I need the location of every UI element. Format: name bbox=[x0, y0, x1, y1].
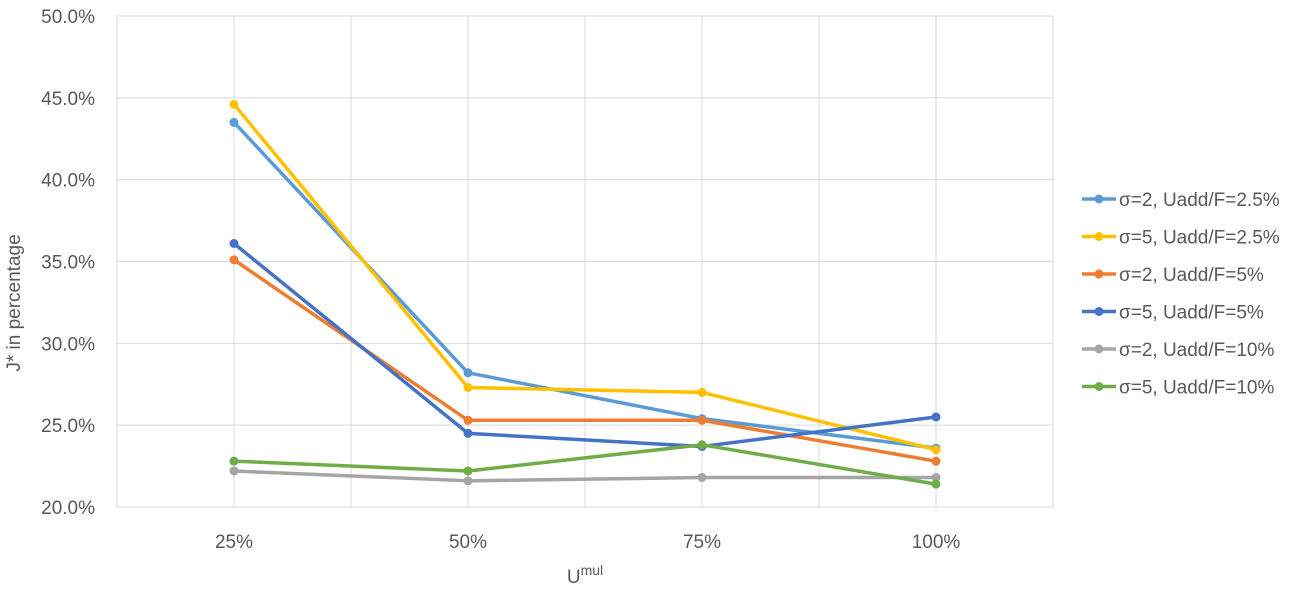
x-axis-title: Umul bbox=[567, 562, 603, 588]
series-2 bbox=[229, 99, 941, 455]
legend-label: σ=5, Uadd/F=2.5% bbox=[1119, 228, 1280, 249]
series-6 bbox=[229, 440, 941, 489]
series-line bbox=[232, 241, 938, 449]
data-point bbox=[229, 117, 239, 127]
x-axis-title-base: U bbox=[567, 567, 581, 588]
x-axis-title-superscript: mul bbox=[581, 562, 604, 578]
legend-swatch-marker bbox=[1094, 269, 1104, 279]
data-point bbox=[697, 440, 707, 450]
data-point bbox=[229, 466, 239, 476]
y-tick-label: 25.0% bbox=[41, 416, 95, 437]
series-group bbox=[229, 99, 941, 489]
data-point bbox=[931, 412, 941, 422]
data-point bbox=[229, 238, 239, 248]
data-point bbox=[229, 456, 239, 466]
series-line bbox=[232, 443, 938, 486]
legend-item: σ=2, Uadd/F=5% bbox=[1082, 265, 1264, 286]
y-tick-label: 35.0% bbox=[41, 253, 95, 274]
x-tick-label: 75% bbox=[683, 532, 721, 553]
legend-item: σ=5, Uadd/F=2.5% bbox=[1082, 228, 1280, 249]
legend-label: σ=2, Uadd/F=5% bbox=[1119, 265, 1264, 286]
data-point bbox=[463, 368, 473, 378]
data-point bbox=[697, 415, 707, 425]
data-point bbox=[229, 99, 239, 109]
x-tick-label: 50% bbox=[449, 532, 487, 553]
series-5 bbox=[229, 466, 941, 486]
y-tick-label: 45.0% bbox=[41, 89, 95, 110]
x-tick-label: 25% bbox=[215, 532, 253, 553]
data-point bbox=[931, 445, 941, 455]
y-axis-title: J* in percentage bbox=[4, 234, 25, 371]
series-line bbox=[232, 469, 938, 483]
legend-label: σ=5, Uadd/F=10% bbox=[1119, 378, 1274, 399]
data-point bbox=[463, 415, 473, 425]
data-point bbox=[229, 255, 239, 265]
legend-item: σ=2, Uadd/F=10% bbox=[1082, 340, 1274, 361]
legend-swatch-marker bbox=[1094, 382, 1104, 391]
legend-label: σ=5, Uadd/F=5% bbox=[1119, 303, 1264, 324]
data-point bbox=[463, 383, 473, 393]
legend-swatch-marker bbox=[1094, 307, 1104, 316]
data-point bbox=[463, 466, 473, 476]
legend-swatch-marker bbox=[1094, 232, 1104, 241]
y-axis-ticks: 20.0% 25.0% 30.0% 35.0% 40.0% 45.0% 50.0% bbox=[41, 7, 95, 519]
legend-swatch-marker bbox=[1094, 344, 1104, 354]
legend: σ=2, Uadd/F=2.5% σ=5, Uadd/F=2.5% σ=2, Uad… bbox=[1082, 190, 1280, 399]
legend-label: σ=2, Uadd/F=2.5% bbox=[1119, 190, 1280, 211]
data-point bbox=[697, 473, 707, 483]
data-point bbox=[697, 387, 707, 397]
data-point bbox=[931, 479, 941, 489]
series-line bbox=[232, 102, 938, 452]
y-tick-label: 30.0% bbox=[41, 334, 95, 355]
legend-label: σ=2, Uadd/F=10% bbox=[1119, 340, 1274, 361]
y-tick-label: 20.0% bbox=[41, 498, 95, 519]
gridlines bbox=[116, 15, 1054, 508]
y-tick-label: 40.0% bbox=[41, 171, 95, 192]
y-tick-label: 50.0% bbox=[41, 7, 95, 28]
x-tick-label: 100% bbox=[912, 532, 961, 553]
data-point bbox=[931, 456, 941, 466]
data-point bbox=[931, 473, 941, 483]
data-point bbox=[463, 476, 473, 486]
legend-swatch-marker bbox=[1094, 194, 1104, 204]
legend-item: σ=2, Uadd/F=2.5% bbox=[1082, 190, 1280, 211]
legend-item: σ=5, Uadd/F=5% bbox=[1082, 303, 1264, 324]
x-axis-ticks: 25% 50% 75% 100% bbox=[215, 532, 960, 553]
data-point bbox=[463, 428, 473, 438]
legend-item: σ=5, Uadd/F=10% bbox=[1082, 378, 1274, 399]
